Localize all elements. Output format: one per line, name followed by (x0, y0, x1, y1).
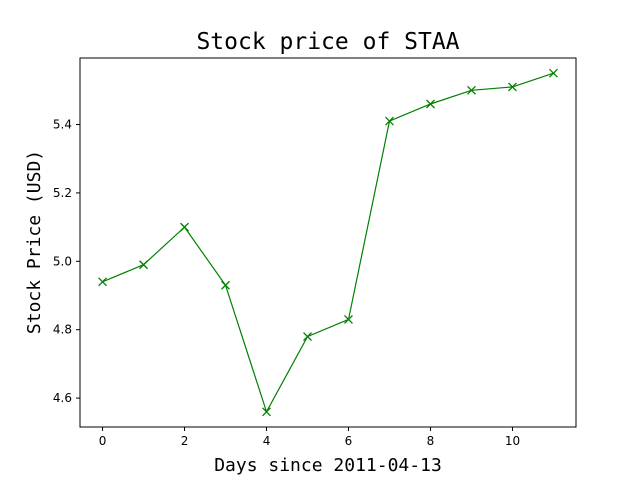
data-point-marker (262, 407, 271, 417)
y-tick-label: 4.8 (53, 323, 72, 337)
y-axis: 4.6 4.8 5.0 5.2 5.4 (53, 118, 80, 405)
data-point-marker (385, 116, 394, 126)
data-point-marker (467, 85, 476, 95)
series-line (102, 72, 554, 414)
x-tick-label: 2 (181, 434, 189, 448)
data-point-marker (221, 280, 230, 290)
y-tick-label: 5.0 (53, 254, 72, 268)
x-axis-label: Days since 2011-04-13 (214, 455, 442, 476)
x-tick-label: 4 (263, 434, 271, 448)
x-tick-label: 8 (427, 434, 435, 448)
x-axis: 0 2 4 6 8 10 (99, 427, 520, 448)
series-layer (98, 68, 558, 417)
x-tick-label: 6 (345, 434, 353, 448)
y-tick-label: 4.6 (53, 391, 72, 405)
data-point-marker (426, 99, 435, 109)
x-tick-label: 10 (505, 434, 520, 448)
y-axis-label: Stock Price (USD) (24, 150, 45, 334)
x-tick-label: 0 (99, 434, 107, 448)
data-point-marker (180, 222, 189, 232)
data-point-marker (344, 314, 353, 324)
data-point-marker (548, 68, 558, 78)
plot-area (79, 57, 577, 428)
y-tick-label: 5.2 (53, 186, 72, 200)
data-point-marker (139, 260, 148, 270)
data-point-marker (98, 277, 108, 287)
plot-frame (79, 57, 577, 428)
y-tick-label: 5.4 (53, 118, 72, 132)
data-point-marker (303, 332, 312, 342)
chart-title: Stock price of STAA (196, 29, 459, 55)
data-point-marker (508, 82, 517, 92)
